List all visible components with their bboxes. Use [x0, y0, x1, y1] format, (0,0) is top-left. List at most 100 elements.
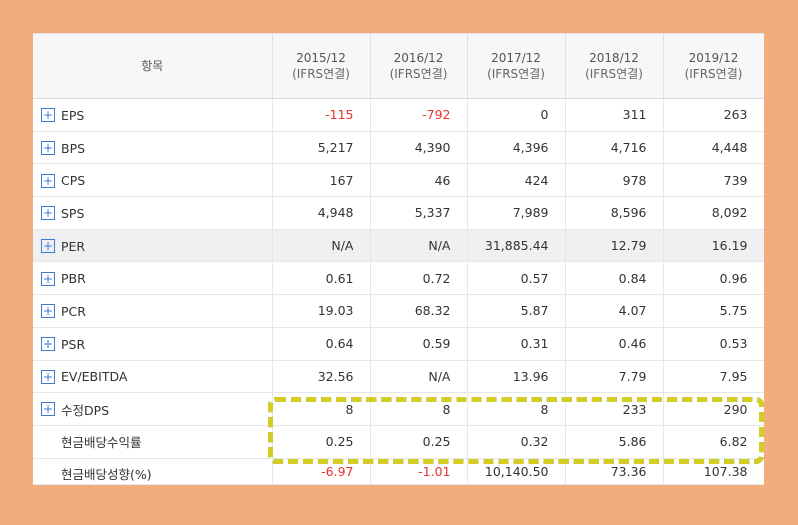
- table-row: + EPS -115 -792 0 311 263: [33, 98, 764, 132]
- value-cell: 8: [370, 392, 468, 426]
- value-cell: 0.25: [272, 425, 371, 459]
- value-cell: 5,337: [370, 196, 468, 230]
- row-label-cell: + PSR: [33, 327, 273, 361]
- value-cell: 68.32: [370, 294, 468, 328]
- value-cell: 0.46: [565, 327, 664, 361]
- row-label[interactable]: BPS: [61, 140, 86, 156]
- row-label-cell: + PCR: [33, 294, 273, 328]
- value-cell: 263: [663, 98, 764, 132]
- table-row: 현금배당수익률 0.25 0.25 0.32 5.86 6.82: [33, 425, 764, 459]
- header-item: 항목: [33, 33, 273, 99]
- value-cell: 8: [467, 392, 566, 426]
- value-cell: 311: [565, 98, 664, 132]
- row-label[interactable]: PER: [61, 238, 86, 254]
- expand-plus-icon[interactable]: +: [41, 206, 55, 221]
- expand-plus-icon[interactable]: +: [41, 304, 55, 319]
- row-label-cell: + SPS: [33, 196, 273, 230]
- value-cell: 4.07: [565, 294, 664, 328]
- value-cell: 0.96: [663, 261, 764, 296]
- value-cell: 4,716: [565, 131, 664, 165]
- row-label-cell: + BPS: [33, 131, 273, 165]
- header-period-2017: 2017/12 (IFRS연결): [467, 33, 566, 99]
- value-cell: 8,596: [565, 196, 664, 230]
- expand-plus-icon[interactable]: +: [41, 239, 55, 254]
- value-cell: 0.31: [467, 327, 566, 361]
- row-label[interactable]: CPS: [61, 173, 86, 189]
- value-cell: N/A: [272, 229, 371, 263]
- value-cell: 107.38: [663, 458, 764, 485]
- value-cell: 0.61: [272, 261, 371, 296]
- value-cell: 0.72: [370, 261, 468, 296]
- row-label[interactable]: EPS: [61, 107, 85, 123]
- row-label-cell: 현금배당성향(%): [33, 458, 273, 485]
- value-cell: 73.36: [565, 458, 664, 485]
- value-cell: 5.75: [663, 294, 764, 328]
- value-cell: 978: [565, 163, 664, 198]
- value-cell: 13.96: [467, 360, 566, 394]
- value-cell: 0.57: [467, 261, 566, 296]
- expand-plus-icon[interactable]: +: [41, 402, 55, 417]
- value-cell: 32.56: [272, 360, 371, 394]
- value-cell: 19.03: [272, 294, 371, 328]
- value-cell: 16.19: [663, 229, 764, 263]
- value-cell: 46: [370, 163, 468, 198]
- table-row: + 수정DPS 8 8 8 233 290: [33, 392, 764, 426]
- table-row: + CPS 167 46 424 978 739: [33, 163, 764, 198]
- row-label-cell: + EV/EBITDA: [33, 360, 273, 394]
- financial-ratio-table: 항목 2015/12 (IFRS연결) 2016/12 (IFRS연결) 2017/…: [33, 33, 764, 485]
- value-cell: 290: [663, 392, 764, 426]
- table-row: + BPS 5,217 4,390 4,396 4,716 4,448: [33, 131, 764, 165]
- value-cell: -115: [272, 98, 371, 132]
- row-label[interactable]: PCR: [61, 303, 86, 319]
- value-cell: 31,885.44: [467, 229, 566, 263]
- expand-plus-icon[interactable]: +: [41, 173, 55, 188]
- table-row: + PBR 0.61 0.72 0.57 0.84 0.96: [33, 261, 764, 296]
- row-label[interactable]: 수정DPS: [61, 402, 110, 418]
- financial-ratio-table-panel: 항목 2015/12 (IFRS연결) 2016/12 (IFRS연결) 2017/…: [33, 33, 764, 485]
- row-label-cell: 현금배당수익률: [33, 425, 273, 459]
- expand-plus-icon[interactable]: +: [41, 369, 55, 384]
- value-cell: 739: [663, 163, 764, 198]
- value-cell: 0.59: [370, 327, 468, 361]
- row-label-cell: + 수정DPS: [33, 392, 273, 426]
- value-cell: 167: [272, 163, 371, 198]
- value-cell: 10,140.50: [467, 458, 566, 485]
- value-cell: 7.79: [565, 360, 664, 394]
- value-cell: 4,396: [467, 131, 566, 165]
- expand-plus-icon[interactable]: +: [41, 108, 55, 123]
- expand-plus-icon[interactable]: +: [41, 337, 55, 352]
- table-row: + PSR 0.64 0.59 0.31 0.46 0.53: [33, 327, 764, 361]
- value-cell: -792: [370, 98, 468, 132]
- value-cell: 4,390: [370, 131, 468, 165]
- table-body: + EPS -115 -792 0 311 263 + BPS 5,217 4,390 4,396 4,…: [33, 98, 764, 485]
- value-cell: 12.79: [565, 229, 664, 263]
- value-cell: -6.97: [272, 458, 371, 485]
- value-cell: 0.64: [272, 327, 371, 361]
- value-cell: 424: [467, 163, 566, 198]
- row-label-cell: + PER: [33, 229, 273, 263]
- value-cell: 6.82: [663, 425, 764, 459]
- value-cell: 8: [272, 392, 371, 426]
- table-row: + PER N/A N/A 31,885.44 12.79 16.19: [33, 229, 764, 263]
- expand-plus-icon[interactable]: +: [41, 271, 55, 286]
- table-row: + SPS 4,948 5,337 7,989 8,596 8,092: [33, 196, 764, 230]
- row-label[interactable]: PBR: [61, 271, 86, 287]
- table-row: + EV/EBITDA 32.56 N/A 13.96 7.79 7.95: [33, 360, 764, 394]
- row-label[interactable]: PSR: [61, 336, 86, 352]
- value-cell: 7,989: [467, 196, 566, 230]
- expand-plus-icon[interactable]: +: [41, 141, 55, 156]
- row-label: 현금배당성향(%): [61, 466, 152, 482]
- header-period-2018: 2018/12 (IFRS연결): [565, 33, 664, 99]
- table-row: 현금배당성향(%) -6.97 -1.01 10,140.50 73.36 107.38: [33, 458, 764, 485]
- value-cell: 5.87: [467, 294, 566, 328]
- value-cell: 4,948: [272, 196, 371, 230]
- value-cell: 0.53: [663, 327, 764, 361]
- row-label[interactable]: EV/EBITDA: [61, 369, 128, 385]
- value-cell: 8,092: [663, 196, 764, 230]
- value-cell: -1.01: [370, 458, 468, 485]
- row-label[interactable]: SPS: [61, 205, 85, 221]
- header-period-2015: 2015/12 (IFRS연결): [272, 33, 371, 99]
- value-cell: 0.25: [370, 425, 468, 459]
- value-cell: 5,217: [272, 131, 371, 165]
